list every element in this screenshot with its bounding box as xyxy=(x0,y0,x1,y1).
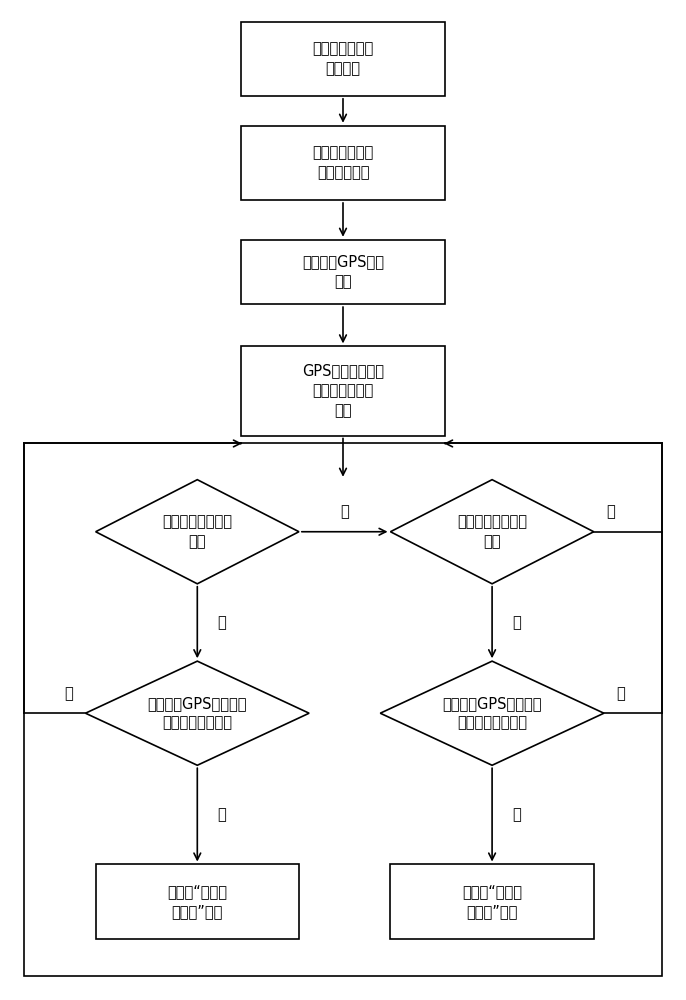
Text: 是: 是 xyxy=(217,807,226,822)
Text: 为每条线路车辆
订定出场线路: 为每条线路车辆 订定出场线路 xyxy=(312,145,374,180)
FancyBboxPatch shape xyxy=(241,346,445,436)
Text: 是: 是 xyxy=(217,615,226,630)
Text: 车辆是否收到进场
指令: 车辆是否收到进场 指令 xyxy=(163,514,233,549)
Text: 当前车辆GPS位置信息
是否偏离出场路线: 当前车辆GPS位置信息 是否偏离出场路线 xyxy=(442,696,542,731)
Text: 判断车辆偏离进
出场路线: 判断车辆偏离进 出场路线 xyxy=(312,41,374,76)
Text: 否: 否 xyxy=(64,686,73,701)
Text: 接收车辆GPS位置
信息: 接收车辆GPS位置 信息 xyxy=(302,255,384,289)
Polygon shape xyxy=(390,480,594,584)
Text: 否: 否 xyxy=(340,504,349,519)
FancyBboxPatch shape xyxy=(241,240,445,304)
Polygon shape xyxy=(86,661,309,765)
FancyBboxPatch shape xyxy=(390,864,594,939)
Text: 是: 是 xyxy=(512,615,521,630)
Polygon shape xyxy=(380,661,604,765)
FancyBboxPatch shape xyxy=(241,126,445,200)
Text: 当前车辆GPS位置信息
是否偏离进场路线: 当前车辆GPS位置信息 是否偏离进场路线 xyxy=(147,696,247,731)
Text: 车辆是否收到出场
指令: 车辆是否收到出场 指令 xyxy=(457,514,527,549)
Text: 否: 否 xyxy=(617,686,625,701)
Text: 否: 否 xyxy=(606,504,615,519)
Text: GPS数据去除飘逸
处理，过滤无效
数据: GPS数据去除飘逸 处理，过滤无效 数据 xyxy=(302,364,384,418)
FancyBboxPatch shape xyxy=(95,864,299,939)
FancyBboxPatch shape xyxy=(241,22,445,96)
Text: 报车辆“出场偏
离路线”报警: 报车辆“出场偏 离路线”报警 xyxy=(462,884,522,919)
Text: 是: 是 xyxy=(512,807,521,822)
Text: 报车辆“进场偏
离路线”报警: 报车辆“进场偏 离路线”报警 xyxy=(167,884,227,919)
Polygon shape xyxy=(95,480,299,584)
